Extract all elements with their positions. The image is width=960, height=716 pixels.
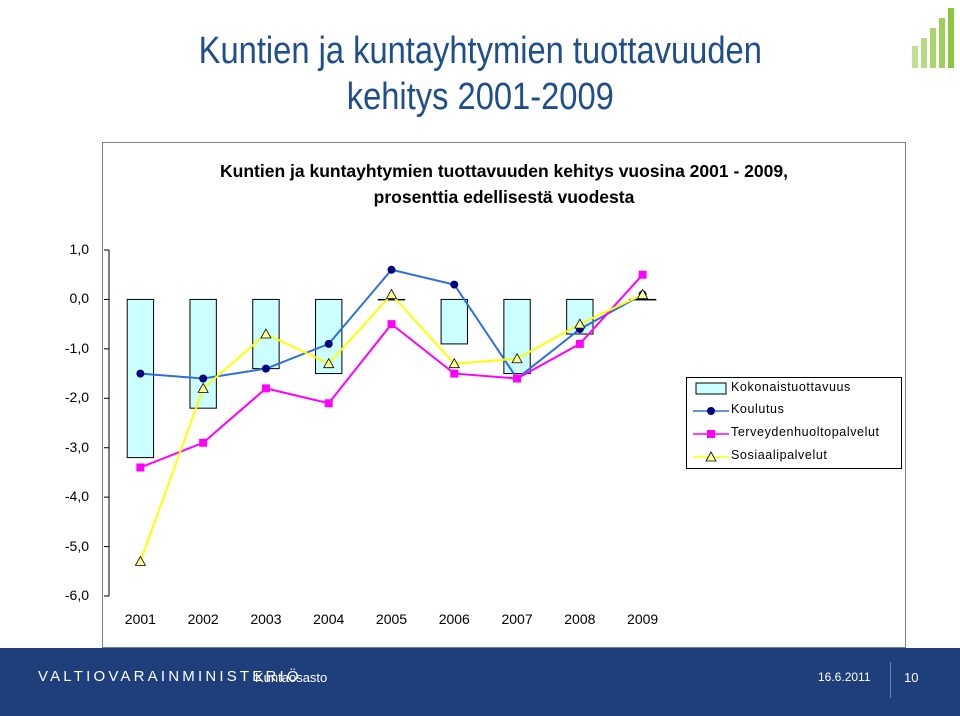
point-terveydenhuoltopalvelut [513,374,522,383]
y-tick-label: -6,0 [64,587,89,603]
legend-item-koulutus: Koulutus [687,400,901,423]
y-tick-label: 0,0 [69,290,89,307]
x-tick-label: 2006 [438,611,470,627]
y-tick-label: -3,0 [64,438,89,455]
point-koulutus [261,364,270,373]
legend-label: Kokonaistuottavuus [731,380,851,394]
y-tick-label: -4,0 [64,488,89,505]
point-koulutus [136,369,145,378]
legend-swatch-triangle [693,451,729,462]
x-tick-label: 2008 [564,611,596,627]
point-terveydenhuoltopalvelut [199,438,208,447]
point-sosiaalipalvelut [636,288,649,299]
point-sosiaalipalvelut [197,382,209,393]
point-terveydenhuoltopalvelut [136,463,145,472]
bar-growth-logo-icon [912,8,954,68]
point-sosiaalipalvelut [385,288,398,299]
point-sosiaalipalvelut [511,352,523,364]
bar-kokonaistuottavuus [377,298,406,301]
footer-unit: Kuntaosasto [255,670,328,685]
slide-title: Kuntien ja kuntayhtymien tuottavuuden ke… [67,28,893,120]
legend-label: Terveydenhuoltopalvelut [731,425,880,439]
x-tick-label: 2003 [250,611,282,627]
y-tick-label: 1,0 [69,241,89,257]
point-koulutus [387,265,396,274]
footer-bar: VALTIOVARAINMINISTERIÖ Kuntaosasto 16.6.… [0,648,960,716]
y-tick-label: -5,0 [64,537,89,554]
slide-title-line2: kehitys 2001-2009 [346,76,614,118]
legend-item-sosiaalipalvelut: Sosiaalipalvelut [687,446,901,469]
footer-page-number: 10 [904,670,919,685]
x-tick-label: 2005 [375,611,408,627]
point-sosiaalipalvelut [134,555,147,566]
legend-swatch-circle [693,407,729,415]
legend-label: Koulutus [731,402,785,416]
x-tick-label: 2009 [627,611,659,627]
x-tick-label: 2007 [501,611,533,627]
chart-title-line1: Kuntien ja kuntayhtymien tuottavuuden ke… [220,161,788,181]
point-sosiaalipalvelut [323,357,335,369]
chart-title: Kuntien ja kuntayhtymien tuottavuuden ke… [102,158,906,210]
point-koulutus [450,280,459,289]
footer-brand: VALTIOVARAINMINISTERIÖ [38,668,302,685]
chart-title-line2: prosenttia edellisestä vuodesta [373,187,635,207]
point-koulutus [199,374,208,383]
point-sosiaalipalvelut [448,357,460,369]
point-terveydenhuoltopalvelut [638,270,647,279]
x-tick-label: 2004 [313,611,345,627]
y-tick-label: -2,0 [64,389,89,406]
point-terveydenhuoltopalvelut [387,320,396,329]
slide-title-line1: Kuntien ja kuntayhtymien tuottavuuden [198,30,762,72]
point-terveydenhuoltopalvelut [324,399,333,408]
legend-item-kokonaistuottavuus: Kokonaistuottavuus [687,378,901,401]
bar-kokonaistuottavuus [440,298,468,345]
point-terveydenhuoltopalvelut [575,339,584,348]
legend-label: Sosiaalipalvelut [731,448,828,462]
legend-swatch-bar [695,382,727,395]
chart-legend: Kokonaistuottavuus Koulutus Terveydenhuo… [686,377,902,469]
legend-item-terveydenhuoltopalvelut: Terveydenhuoltopalvelut [687,423,901,446]
y-tick-label: -1,0 [64,339,89,356]
point-koulutus [324,339,333,348]
x-tick-label: 2001 [124,611,156,627]
x-tick-label: 2002 [187,611,219,627]
legend-swatch-square [693,430,729,438]
footer-divider [890,662,891,698]
point-terveydenhuoltopalvelut [261,384,270,393]
point-sosiaalipalvelut [574,318,586,329]
footer-date: 16.6.2011 [818,670,871,684]
point-terveydenhuoltopalvelut [450,369,459,378]
point-sosiaalipalvelut [260,328,272,339]
bar-kokonaistuottavuus [126,298,155,459]
